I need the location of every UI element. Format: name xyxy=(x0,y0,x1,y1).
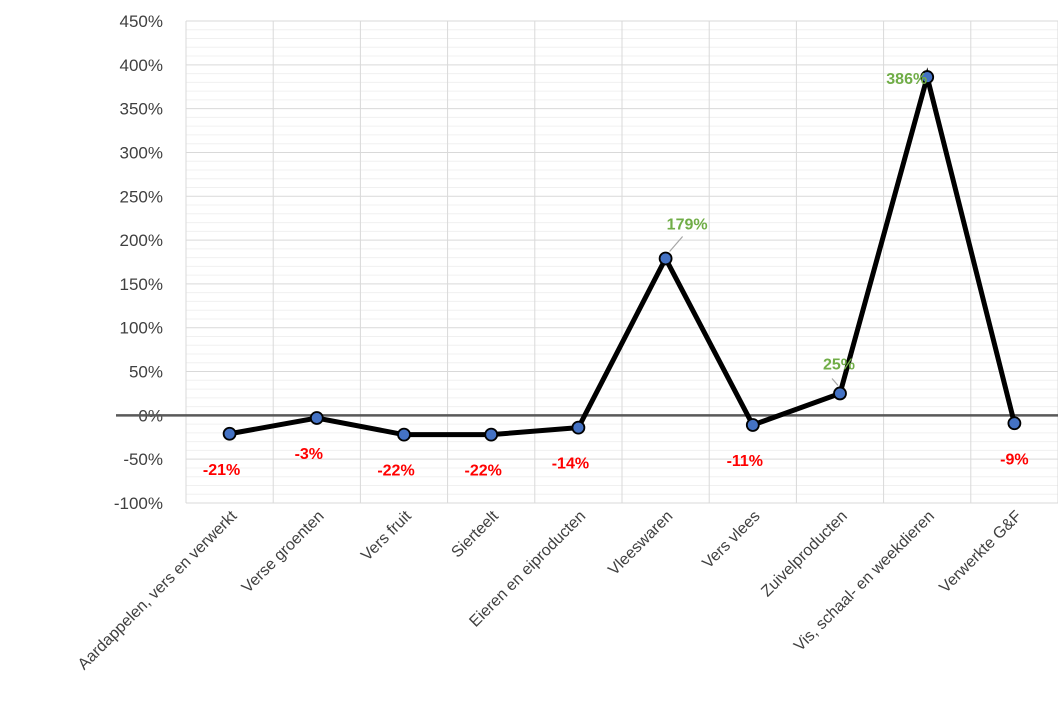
x-category-label: Verwerkte G&F xyxy=(936,508,1025,597)
x-category-label: Sierteelt xyxy=(448,507,502,561)
data-label: -9% xyxy=(1000,451,1028,468)
y-tick-label: 100% xyxy=(120,319,163,338)
data-label: -22% xyxy=(465,463,502,480)
y-tick-label: 350% xyxy=(120,100,163,119)
gridlines xyxy=(185,20,1058,504)
data-point xyxy=(920,70,935,84)
data-point xyxy=(484,427,499,442)
data-label: 25% xyxy=(823,356,855,373)
y-tick-label: 400% xyxy=(120,56,163,75)
x-category-label: Vis, schaal- en weekdieren xyxy=(791,508,938,655)
data-point xyxy=(397,427,411,442)
data-points xyxy=(222,70,1022,442)
x-category-label: Verse groenten xyxy=(239,508,328,597)
data-label-leader xyxy=(669,236,684,252)
data-point xyxy=(745,418,760,432)
data-label: 386% xyxy=(886,71,927,88)
data-point xyxy=(309,411,324,425)
x-category-label: Vers vlees xyxy=(699,508,763,572)
series-polyline xyxy=(229,67,1017,438)
y-tick-label: 50% xyxy=(129,363,163,382)
data-point xyxy=(222,426,237,441)
y-tick-label: -100% xyxy=(114,494,163,513)
y-tick-label: 450% xyxy=(120,12,163,31)
data-point xyxy=(571,420,586,435)
x-category-label: Aardappelen, vers en verwerkt xyxy=(75,507,241,673)
data-label: -11% xyxy=(727,453,763,470)
data-point xyxy=(833,386,847,401)
data-label: -3% xyxy=(295,446,323,463)
data-label: -22% xyxy=(377,463,414,480)
y-axis-tick-labels: -100%-50%0%50%100%150%200%250%300%350%40… xyxy=(114,12,163,513)
data-label-leader xyxy=(831,378,839,386)
y-tick-label: 200% xyxy=(120,231,163,250)
y-tick-label: -50% xyxy=(123,450,163,469)
data-label: -21% xyxy=(203,462,240,479)
data-label: 179% xyxy=(667,216,708,233)
x-category-label: Vers fruit xyxy=(358,507,415,564)
x-category-label: Vleeswaren xyxy=(605,508,676,579)
data-point xyxy=(1007,416,1022,431)
series-line xyxy=(229,67,1017,438)
y-tick-label: 150% xyxy=(120,275,163,294)
y-tick-label: 300% xyxy=(120,143,163,162)
data-point xyxy=(658,251,673,266)
x-category-label: Zuivelproducten xyxy=(758,508,851,601)
data-label: -14% xyxy=(552,456,589,473)
y-tick-label: 250% xyxy=(120,187,163,206)
data-labels: -21% -3% -22% -22% -14% 179% -11% 25% 386% -9% xyxy=(203,71,1029,480)
